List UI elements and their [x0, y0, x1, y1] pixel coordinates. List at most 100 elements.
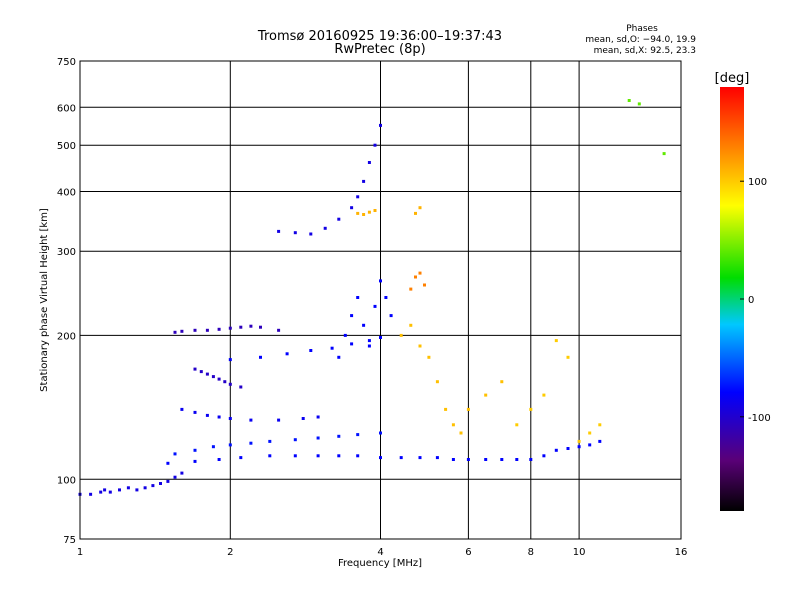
- y-tick-label: 400: [57, 188, 76, 199]
- data-point: [205, 372, 209, 376]
- data-point: [637, 102, 641, 106]
- data-point: [337, 217, 341, 221]
- data-point: [277, 229, 281, 233]
- data-point: [293, 454, 297, 458]
- data-point: [350, 206, 354, 210]
- data-point: [239, 385, 243, 389]
- x-tick-label: 16: [675, 547, 688, 558]
- data-point: [356, 211, 360, 215]
- data-point: [414, 275, 417, 279]
- data-point: [199, 370, 203, 374]
- data-point: [228, 326, 232, 330]
- data-point: [418, 344, 422, 348]
- chart-subtitle: RwPretec (8p): [334, 42, 425, 57]
- x-tick-label: 4: [377, 547, 383, 558]
- y-axis-ticks: 75 100 200 300 400 500 600 750: [57, 57, 76, 546]
- data-point: [268, 439, 272, 443]
- data-point: [126, 486, 130, 490]
- data-point: [193, 328, 197, 332]
- data-point: [108, 490, 112, 494]
- data-point: [143, 486, 147, 490]
- data-point: [451, 458, 455, 461]
- y-tick-label: 600: [57, 103, 76, 114]
- data-point: [466, 407, 470, 411]
- data-point: [588, 443, 592, 447]
- data-point: [268, 454, 272, 458]
- data-point: [367, 210, 371, 214]
- data-point: [362, 213, 366, 216]
- data-point: [598, 423, 602, 427]
- data-point: [367, 344, 371, 348]
- data-point: [323, 226, 327, 230]
- data-point: [427, 355, 431, 359]
- data-point: [577, 439, 581, 443]
- phase-summary: Phases mean, sd,O: −94.0, 19.9 mean, sd,…: [585, 24, 696, 56]
- data-point: [277, 418, 281, 422]
- colorbar-tick-label: 100: [748, 177, 767, 188]
- data-point: [409, 323, 413, 327]
- data-point: [515, 423, 519, 427]
- data-point: [330, 346, 334, 350]
- data-point: [103, 488, 107, 492]
- plot-grid: [80, 61, 681, 539]
- y-tick-label: 200: [57, 331, 76, 342]
- data-point: [356, 454, 360, 458]
- data-point: [515, 458, 519, 461]
- data-point: [577, 445, 581, 449]
- y-tick-label: 750: [57, 57, 76, 68]
- data-point: [444, 407, 448, 411]
- data-point: [173, 475, 177, 479]
- x-axis-label: Frequency [MHz]: [338, 558, 422, 569]
- colorbar-tick-label: -100: [748, 413, 771, 424]
- data-point: [384, 296, 388, 299]
- data-point: [89, 492, 93, 496]
- data-point: [350, 342, 354, 346]
- data-point: [484, 458, 488, 461]
- y-axis-label: Stationary phase Virtual Height [km]: [39, 208, 50, 392]
- data-point: [337, 434, 341, 438]
- data-point: [529, 407, 533, 411]
- data-point: [301, 417, 305, 420]
- data-point: [373, 304, 377, 308]
- data-point: [180, 329, 184, 333]
- data-point: [166, 461, 170, 465]
- data-point: [529, 458, 533, 461]
- data-point: [379, 336, 382, 339]
- x-tick-label: 1: [77, 547, 83, 558]
- data-point: [356, 195, 360, 199]
- data-point: [554, 339, 558, 343]
- data-point: [205, 413, 209, 417]
- x-tick-label: 6: [465, 547, 471, 558]
- data-point: [239, 456, 243, 460]
- data-point: [217, 458, 221, 461]
- data-point: [500, 380, 504, 384]
- x-tick-label: 10: [573, 547, 586, 558]
- data-point: [451, 423, 455, 427]
- data-point: [373, 209, 377, 212]
- data-point: [205, 328, 209, 332]
- data-point: [343, 333, 347, 337]
- data-point: [217, 327, 221, 331]
- data-point: [418, 456, 422, 460]
- phase-summary-heading: Phases: [626, 24, 658, 34]
- data-point: [259, 355, 262, 359]
- y-tick-label: 100: [57, 475, 76, 486]
- data-point: [316, 415, 320, 419]
- data-point: [542, 454, 546, 458]
- data-point: [566, 447, 570, 450]
- data-point: [418, 206, 422, 210]
- data-point: [293, 231, 297, 235]
- data-point: [350, 314, 354, 318]
- data-point: [211, 375, 215, 379]
- data-point: [566, 355, 570, 359]
- data-point: [223, 380, 227, 384]
- colorbar: [deg] 100 0 -100: [715, 71, 771, 511]
- data-point: [627, 99, 631, 102]
- data-point: [228, 382, 232, 386]
- data-point: [173, 452, 177, 456]
- data-point: [173, 330, 177, 334]
- data-point: [337, 454, 341, 458]
- data-point: [484, 393, 488, 397]
- data-point: [598, 439, 602, 443]
